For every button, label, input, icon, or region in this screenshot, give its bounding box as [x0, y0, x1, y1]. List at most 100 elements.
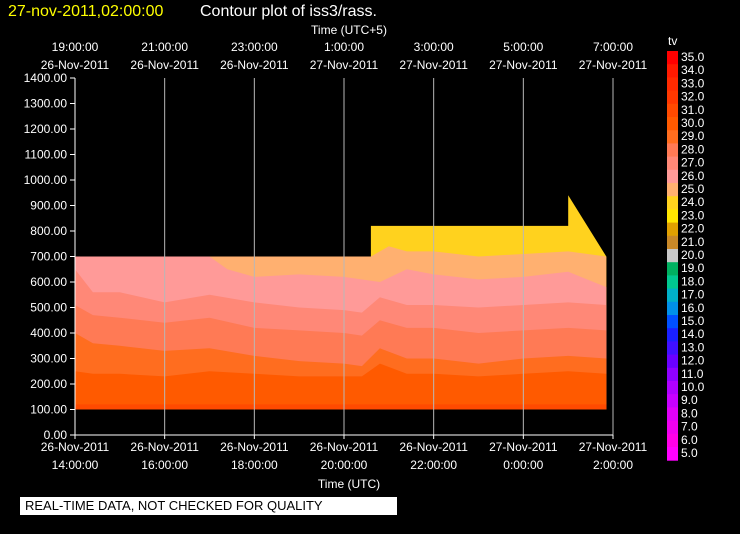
y-tick-label: 1000.00 [24, 173, 68, 187]
bottom-tick-time: 14:00:00 [52, 458, 99, 472]
colorbar-level-label: 31.0 [681, 103, 705, 117]
grid-lines [164, 78, 614, 435]
colorbar-swatch-22-0 [667, 222, 678, 237]
y-tick-label: 1400.00 [24, 71, 68, 85]
colorbar-swatch-19-0 [667, 262, 678, 276]
colorbar-level-label: 28.0 [681, 142, 705, 156]
top-tick-time: 21:00:00 [141, 40, 188, 54]
top-tick-date: 27-Nov-2011 [579, 58, 648, 72]
y-tick-label: 1300.00 [24, 97, 68, 111]
y-tick-label: 1100.00 [25, 148, 68, 162]
y-tick-label: 500.00 [30, 301, 67, 315]
bottom-tick-time: 20:00:00 [321, 458, 368, 472]
colorbar-swatch-30-0 [667, 117, 678, 131]
colorbar-swatch-12-0 [667, 354, 678, 369]
colorbar-level-label: 10.0 [681, 380, 705, 394]
colorbar-level-label: 27.0 [681, 156, 705, 170]
bottom-tick-time: 2:00:00 [593, 458, 633, 472]
colorbar-level-label: 6.0 [681, 433, 698, 447]
colorbar-level-label: 22.0 [681, 222, 705, 236]
colorbar-swatch-15-0 [667, 315, 678, 329]
top-axis-ticks: 19:00:00 26-Nov-2011 21:00:00 26-Nov-2011 23… [41, 40, 648, 72]
y-tick-label: 400.00 [30, 326, 67, 340]
colorbar-level-label: 23.0 [681, 208, 705, 222]
colorbar-level-label: 33.0 [681, 76, 705, 90]
colorbar-level-label: 18.0 [681, 274, 705, 288]
colorbar-swatch-29-0 [667, 130, 678, 144]
colorbar-swatch-34-0 [667, 64, 678, 78]
bottom-tick-date: 26-Nov-2011 [310, 440, 379, 454]
colorbar-level-label: 20.0 [681, 248, 705, 262]
bottom-tick-date: 27-Nov-2011 [579, 440, 648, 454]
contour-band-31-0 [75, 404, 607, 410]
colorbar-swatch-23-0 [667, 209, 678, 224]
bottom-tick-date: 26-Nov-2011 [130, 440, 199, 454]
colorbar-level-label: 8.0 [681, 406, 698, 420]
colorbar-swatch-24-0 [667, 196, 678, 210]
top-tick-date: 27-Nov-2011 [310, 58, 379, 72]
bottom-tick-date: 26-Nov-2011 [41, 440, 110, 454]
top-tick-time: 5:00:00 [503, 40, 543, 54]
y-tick-label: 900.00 [30, 199, 67, 213]
bottom-tick-time: 22:00:00 [410, 458, 457, 472]
colorbar-swatch-7-0 [667, 420, 678, 435]
contour-bands [75, 195, 607, 410]
top-tick-date: 26-Nov-2011 [220, 58, 289, 72]
colorbar-swatch-33-0 [667, 77, 678, 92]
bottom-tick-date: 27-Nov-2011 [489, 440, 558, 454]
colorbar-level-label: 14.0 [681, 327, 705, 341]
y-tick-label: 600.00 [30, 275, 67, 289]
top-tick-date: 26-Nov-2011 [41, 58, 110, 72]
quality-note: REAL-TIME DATA, NOT CHECKED FOR QUALITY [20, 497, 397, 515]
colorbar-level-label: 9.0 [681, 393, 698, 407]
colorbar-level-label: 24.0 [681, 195, 705, 209]
contour-band-30-0 [75, 363, 607, 410]
colorbar-swatch-32-0 [667, 90, 678, 105]
top-tick-date: 26-Nov-2011 [130, 58, 199, 72]
bottom-tick-date: 26-Nov-2011 [399, 440, 468, 454]
bottom-tick-time: 0:00:00 [503, 458, 543, 472]
colorbar-swatch-26-0 [667, 169, 678, 184]
top-tick-time: 23:00:00 [231, 40, 278, 54]
colorbar-swatch-5-0 [667, 447, 678, 461]
colorbar-swatch-10-0 [667, 381, 678, 395]
colorbar-swatch-18-0 [667, 275, 678, 290]
colorbar-level-label: 11.0 [681, 367, 704, 381]
colorbar-level-label: 30.0 [681, 116, 705, 130]
colorbar-swatch-16-0 [667, 301, 678, 316]
bottom-tick-time: 18:00:00 [231, 458, 278, 472]
colorbar-level-label: 26.0 [681, 169, 705, 183]
colorbar-level-label: 25.0 [681, 182, 705, 196]
colorbar-swatch-25-0 [667, 183, 678, 197]
y-tick-label: 0.00 [44, 428, 68, 442]
colorbar-swatch-11-0 [667, 367, 678, 382]
colorbar-swatch-20-0 [667, 249, 678, 263]
colorbar-level-label: 7.0 [681, 420, 698, 434]
colorbar-level-label: 29.0 [681, 129, 705, 143]
y-tick-label: 800.00 [30, 224, 67, 238]
colorbar-swatch-8-0 [667, 407, 678, 422]
colorbar-level-label: 34.0 [681, 63, 705, 77]
colorbar-level-label: 21.0 [681, 235, 705, 249]
top-tick-time: 19:00:00 [52, 40, 99, 54]
bottom-axis-label: Time (UTC) [318, 477, 380, 491]
bottom-tick-date: 26-Nov-2011 [220, 440, 289, 454]
colorbar-swatch-14-0 [667, 328, 678, 342]
colorbar-swatch-27-0 [667, 156, 678, 171]
y-axis-ticks: 0.00 100.00 200.00 300.00 400.00 500.00 600.00… [24, 71, 75, 442]
top-tick-date: 27-Nov-2011 [399, 58, 468, 72]
y-tick-label: 100.00 [30, 403, 67, 417]
colorbar-level-label: 35.0 [681, 50, 705, 64]
y-tick-label: 700.00 [30, 250, 67, 264]
bottom-axis-ticks: 26-Nov-2011 14:00:00 26-Nov-2011 16:00:00 26… [41, 435, 648, 472]
colorbar-swatch-35-0 [667, 51, 678, 65]
top-tick-time: 3:00:00 [414, 40, 454, 54]
top-tick-date: 27-Nov-2011 [489, 58, 558, 72]
colorbar-level-label: 12.0 [681, 354, 705, 368]
colorbar-label: tv [668, 34, 677, 48]
colorbar-swatch-13-0 [667, 341, 678, 356]
colorbar-level-label: 15.0 [681, 314, 705, 328]
colorbar-level-label: 17.0 [681, 288, 705, 302]
colorbar-swatch-9-0 [667, 394, 678, 408]
